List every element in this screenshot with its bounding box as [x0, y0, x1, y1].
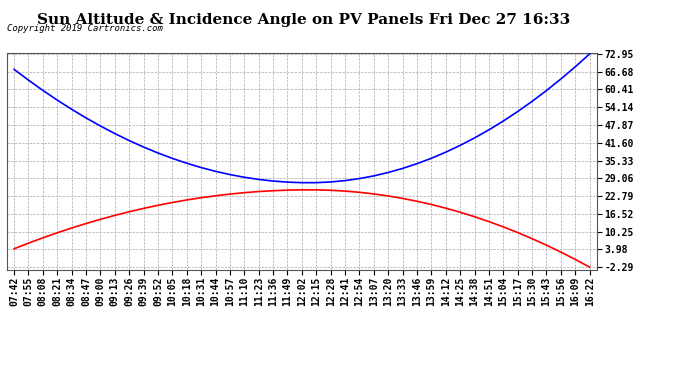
Text: Sun Altitude & Incidence Angle on PV Panels Fri Dec 27 16:33: Sun Altitude & Incidence Angle on PV Pan… — [37, 13, 570, 27]
Text: Copyright 2019 Cartronics.com: Copyright 2019 Cartronics.com — [7, 24, 163, 33]
Text: Incident (Angle °): Incident (Angle °) — [421, 18, 518, 27]
Text: Altitude (Angle °): Altitude (Angle °) — [567, 18, 664, 27]
